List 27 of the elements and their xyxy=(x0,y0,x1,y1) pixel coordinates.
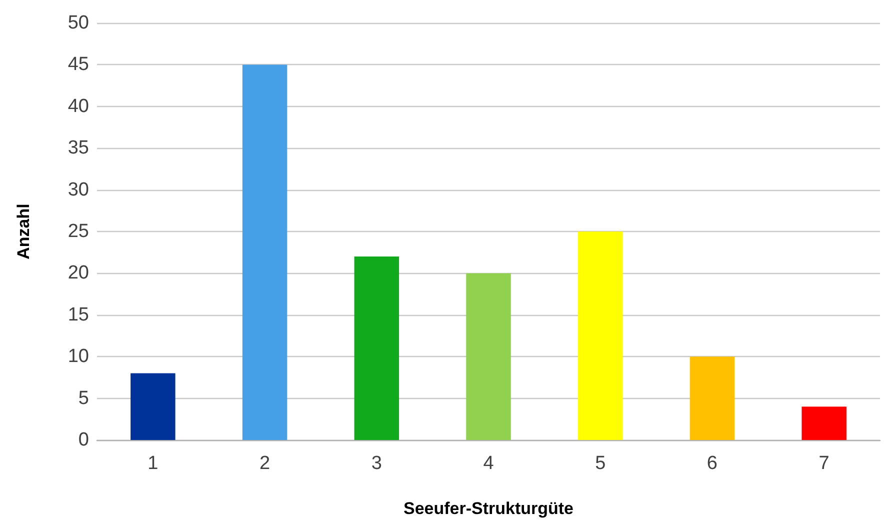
bar xyxy=(130,373,176,440)
x-tick-label: 2 xyxy=(259,453,270,474)
y-tick-label: 30 xyxy=(68,179,89,200)
y-tick-label: 0 xyxy=(78,430,89,450)
bar xyxy=(466,273,511,440)
bar xyxy=(690,356,735,440)
y-tick-label: 5 xyxy=(78,388,89,409)
x-tick-label: 6 xyxy=(706,453,718,474)
y-tick-label: 50 xyxy=(68,12,89,34)
bar xyxy=(242,64,288,440)
bar xyxy=(802,406,846,440)
x-tick-label: 3 xyxy=(371,453,382,474)
x-tick-label: 5 xyxy=(595,453,606,474)
y-tick-label: 25 xyxy=(68,221,89,242)
y-tick-label: 35 xyxy=(68,138,89,159)
y-tick-label: 40 xyxy=(68,96,89,117)
bar xyxy=(578,232,623,440)
y-tick-label: 10 xyxy=(68,346,89,368)
bar xyxy=(354,256,400,440)
y-tick-label: 20 xyxy=(68,262,89,284)
x-tick-label: 4 xyxy=(483,453,494,474)
y-tick-label: 15 xyxy=(68,304,89,326)
x-tick-label: 7 xyxy=(818,453,830,474)
y-tick-label: 45 xyxy=(68,54,89,76)
x-axis-title: Seeufer-Strukturgüte xyxy=(403,499,574,518)
x-tick-label: 1 xyxy=(148,453,158,474)
y-axis-title: Anzahl xyxy=(14,204,33,260)
